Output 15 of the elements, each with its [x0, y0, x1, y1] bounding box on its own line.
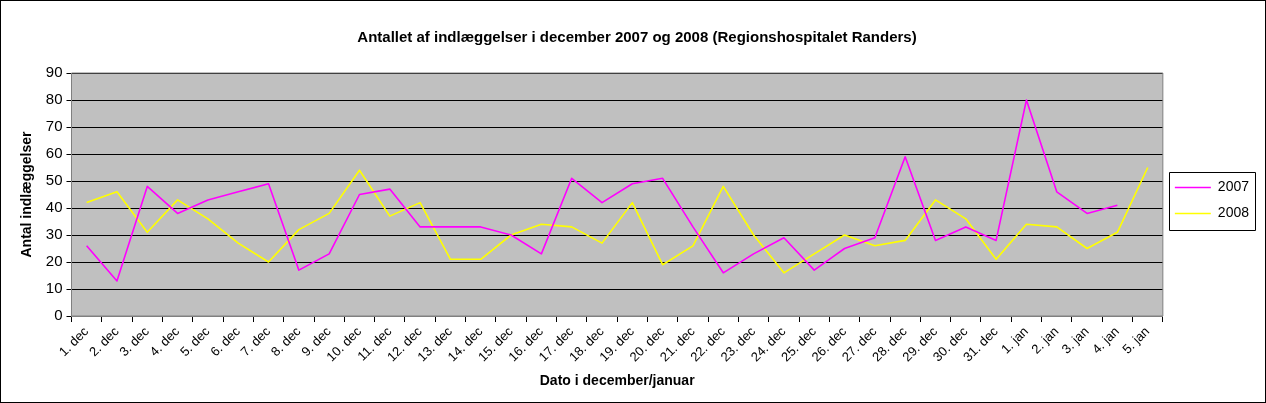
legend-label: 2007: [1217, 178, 1250, 195]
y-tick-label: 0: [54, 306, 63, 324]
y-tick-label: 70: [45, 117, 63, 135]
y-tick-label: 10: [45, 279, 63, 297]
y-tick-label: 80: [45, 90, 63, 108]
x-axis-title: Dato i december/januar: [539, 372, 696, 389]
y-tick-label: 60: [45, 144, 63, 162]
legend-label: 2008: [1217, 204, 1250, 221]
y-tick-label: 90: [45, 63, 63, 81]
y-tick-label: 30: [45, 225, 63, 243]
y-tick-label: 40: [45, 198, 63, 216]
y-tick-label: 20: [45, 252, 63, 270]
chart-title: Antallet af indlæggelser i december 2007 og 2008 (Regionshospitalet Randers): [357, 28, 917, 46]
y-axis-title: Antal indlæggelser: [18, 130, 35, 258]
y-tick-label: 50: [45, 171, 63, 189]
